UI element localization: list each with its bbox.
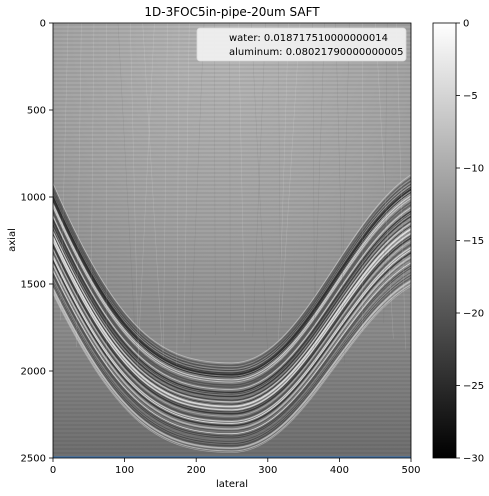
y-axis: 0 500 1000 1500 2000 2500 (21, 19, 53, 465)
colorbar-tick-label: −5 (463, 91, 478, 102)
x-axis: 0 100 200 300 400 500 (50, 458, 421, 476)
legend: water: 0.018717510000000014 aluminum: 0.… (197, 28, 406, 61)
x-tick-label: 500 (401, 465, 420, 476)
colorbar (433, 23, 456, 458)
colorbar-tick-label: −30 (463, 454, 484, 465)
colorbar-tick-label: 0 (463, 19, 469, 30)
y-tick-label: 0 (40, 19, 46, 30)
y-axis-label: axial (7, 228, 18, 252)
legend-entry-aluminum: aluminum: 0.08021790000000005 (229, 47, 403, 58)
x-tick-label: 0 (50, 465, 56, 476)
colorbar-axis: 0 −5 −10 −15 −20 −25 −30 (456, 19, 484, 465)
y-tick-label: 2000 (21, 367, 46, 378)
x-tick-label: 200 (187, 465, 206, 476)
y-tick-label: 500 (27, 106, 46, 117)
y-tick-label: 1000 (21, 193, 46, 204)
heatmap-image (48, 23, 416, 458)
x-tick-label: 100 (115, 465, 134, 476)
x-tick-label: 400 (330, 465, 349, 476)
chart-title: 1D-3FOC5in-pipe-20um SAFT (144, 5, 320, 19)
y-tick-label: 2500 (21, 454, 46, 465)
x-axis-label: lateral (216, 479, 248, 490)
legend-entry-water: water: 0.018717510000000014 (229, 33, 388, 44)
colorbar-tick-label: −20 (463, 309, 484, 320)
colorbar-tick-label: −10 (463, 164, 484, 175)
colorbar-tick-label: −25 (463, 381, 484, 392)
colorbar-tick-label: −15 (463, 236, 484, 247)
y-tick-label: 1500 (21, 280, 46, 291)
x-tick-label: 300 (258, 465, 277, 476)
